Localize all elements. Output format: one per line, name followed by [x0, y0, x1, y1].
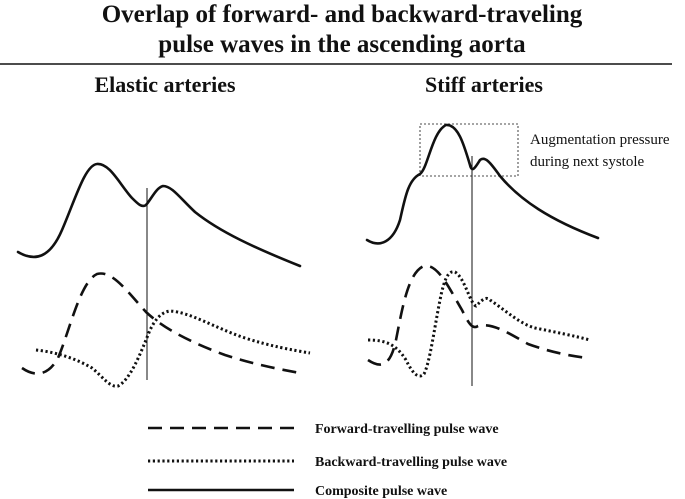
figure-title-line-1: Overlap of forward- and backward-traveli… — [102, 1, 583, 28]
panel-label-stiff: Stiff arteries — [425, 72, 543, 97]
legend-composite-label: Composite pulse wave — [315, 484, 447, 499]
legend: Forward-travelling pulse wave Backward-t… — [148, 422, 507, 499]
stiff-composite-wave — [365, 123, 600, 245]
legend-forward-label: Forward-travelling pulse wave — [315, 422, 499, 437]
figure-title-line-2: pulse waves in the ascending aorta — [158, 31, 526, 58]
legend-backward-label: Backward-travelling pulse wave — [315, 455, 507, 470]
augmentation-pressure-box — [419, 123, 519, 177]
stiff-forward-wave — [367, 264, 589, 366]
augmentation-annotation-line-1: Augmentation pressure — [530, 132, 670, 148]
elastic-backward-wave — [35, 309, 311, 388]
panel-label-elastic: Elastic arteries — [94, 72, 236, 97]
elastic-composite-wave — [16, 162, 302, 268]
elastic-forward-wave — [21, 272, 301, 375]
augmentation-annotation-line-2: during next systole — [530, 154, 644, 170]
stiff-panel: Augmentation pressure during next systol… — [365, 123, 670, 386]
stiff-backward-wave — [367, 270, 591, 378]
elastic-panel — [16, 162, 311, 388]
